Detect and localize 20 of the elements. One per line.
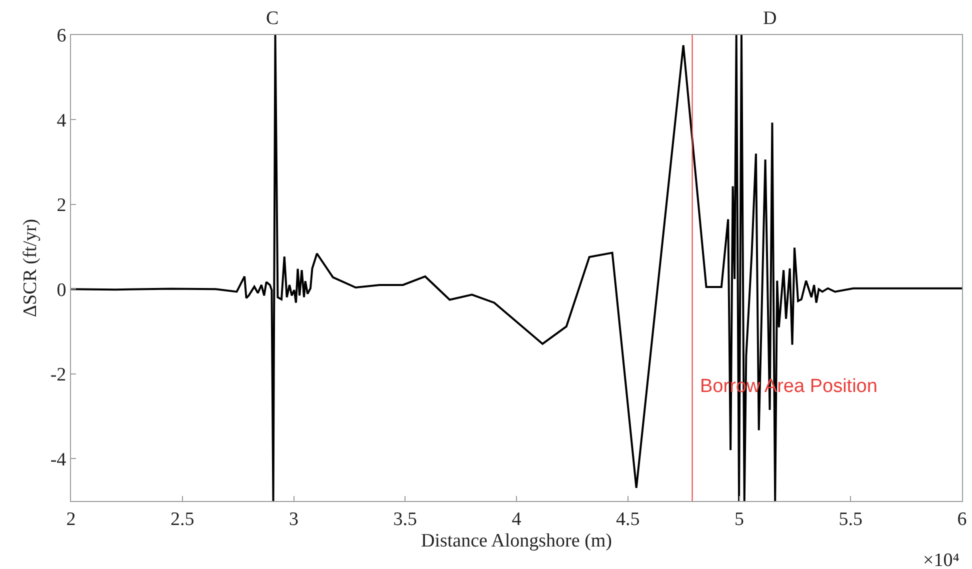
x-tick-label: 3	[289, 508, 298, 530]
y-tick-label: 6	[56, 26, 66, 47]
y-tick-label: -4	[50, 449, 67, 470]
x-tick-label: 3.5	[393, 508, 418, 530]
line-series	[71, 35, 962, 501]
y-tick-label: 0	[56, 280, 66, 301]
y-tick-label: -2	[50, 364, 66, 386]
x-axis-title: Distance Alongshore (m)	[420, 530, 612, 552]
x-tick-label: 5.5	[838, 508, 863, 530]
x-tick-label: 4	[512, 508, 522, 530]
text: C	[266, 8, 279, 29]
x-tick-label: 5	[734, 508, 744, 530]
x-tick-label: 4.5	[616, 508, 640, 530]
text: ×10⁴	[923, 550, 960, 569]
y-axis-title: ΔSCR (ft/yr)	[20, 218, 42, 318]
x-tick-label: 2.5	[170, 508, 194, 530]
x-tick-label: 6	[957, 508, 967, 530]
y-tick-label: 2	[56, 195, 66, 216]
y-tick-label: 4	[56, 110, 67, 132]
text: D	[763, 8, 777, 29]
